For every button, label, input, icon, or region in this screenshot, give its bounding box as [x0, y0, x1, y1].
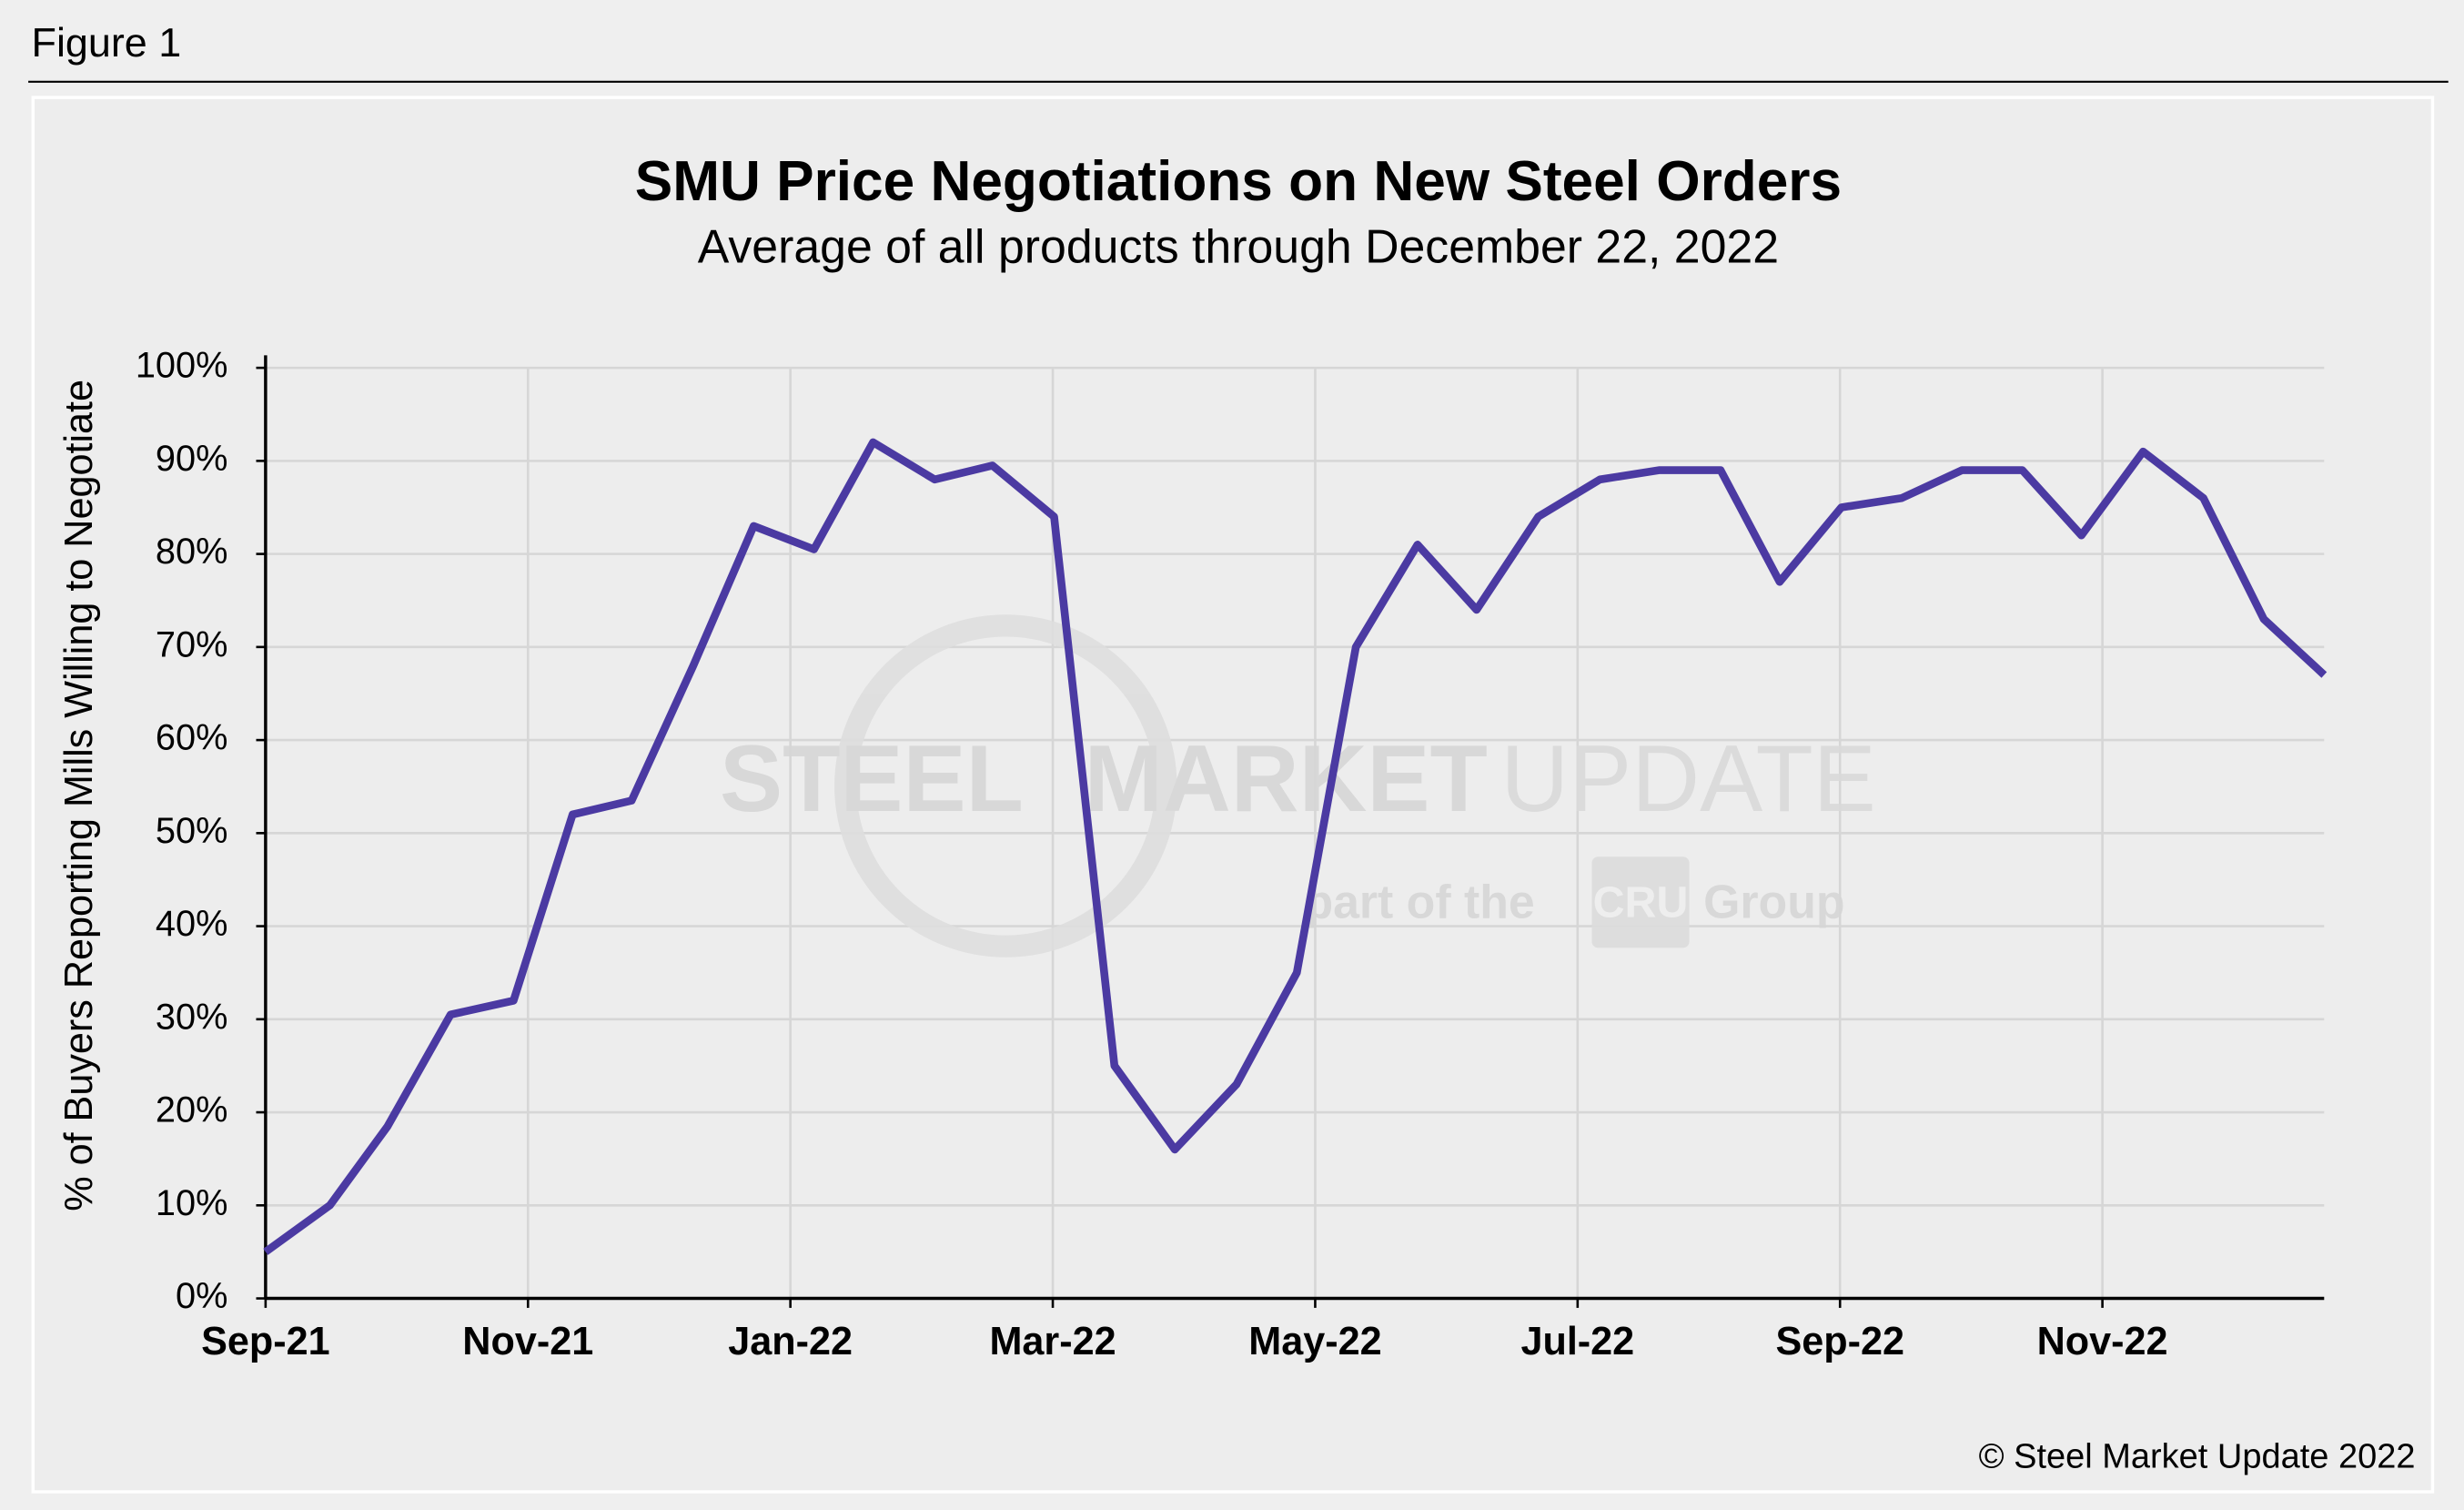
watermark-text: UPDATE [1500, 725, 1876, 831]
copyright: © Steel Market Update 2022 [1979, 1438, 2416, 1476]
watermark-logo [834, 614, 1177, 958]
y-tick-label: 40% [156, 904, 228, 944]
y-tick-label: 70% [156, 624, 228, 664]
y-tick-label: 90% [156, 439, 228, 479]
panel [31, 96, 2435, 1494]
y-tick-label: 30% [156, 997, 228, 1037]
y-tick-label: 100% [136, 346, 228, 386]
x-tick-label: Mar-22 [989, 1320, 1116, 1363]
y-axis-label: % of Buyers Reporting Mills Willing to N… [57, 380, 101, 1211]
x-tick-label: May-22 [1248, 1320, 1381, 1363]
x-tick-label: Nov-21 [462, 1320, 593, 1363]
x-tick-label: Nov-22 [2037, 1320, 2168, 1363]
y-tick-label: 10% [156, 1183, 228, 1223]
watermark: STEEL MARKET UPDATE part of the CRU Grou… [720, 614, 1876, 958]
figure-label: Figure 1 [32, 19, 182, 66]
y-tick-label: 20% [156, 1090, 228, 1130]
x-tick-label: Jul-22 [1520, 1320, 1634, 1363]
y-tick-label: 50% [156, 811, 228, 851]
watermark-text: Group [1703, 875, 1844, 927]
chart-subtitle: Average of all products through December… [698, 219, 1779, 272]
y-tick-label: 60% [156, 718, 228, 758]
x-tick-label: Jan-22 [728, 1320, 853, 1363]
chart-title: SMU Price Negotiations on New Steel Orde… [635, 150, 1842, 213]
x-tick-label: Sep-22 [1775, 1320, 1904, 1363]
watermark-box [1591, 856, 1690, 948]
watermark-text: CRU [1593, 878, 1689, 927]
data-line [263, 438, 2328, 1255]
y-tick-label: 0% [176, 1276, 227, 1316]
watermark-text: MARKET [1085, 725, 1488, 831]
x-tick-label: Sep-21 [201, 1320, 330, 1363]
watermark-text: part of the [1304, 875, 1534, 927]
y-tick-label: 80% [156, 532, 228, 572]
watermark-text: STEEL [720, 725, 1024, 831]
